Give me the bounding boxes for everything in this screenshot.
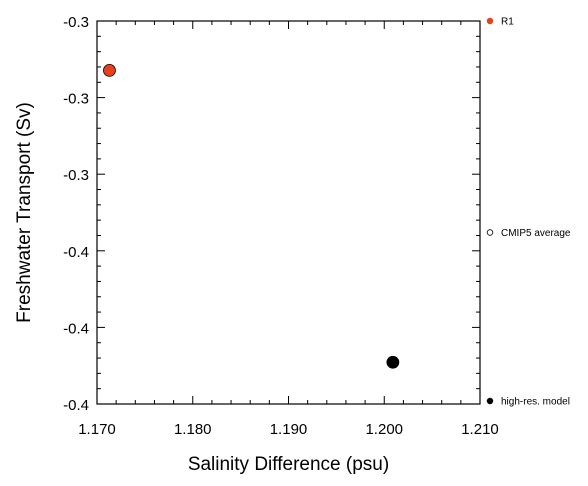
y-axis-label: Freshwater Transport (Sv) [14,102,35,323]
data-points [103,64,400,369]
plot-frame [96,20,481,405]
legend-marker [486,229,494,236]
y-tick-label: -0.4 [63,320,89,337]
legend-marker [486,17,494,25]
y-tick-label: -0.4 [63,244,89,261]
legend-label: R1 [501,17,514,28]
y-axis-ticks: -0.3 -0.3 -0.3 -0.4 -0.4 -0.4 [63,14,480,414]
x-tick-label: 1.200 [365,421,403,438]
y-tick-label: -0.3 [63,91,89,108]
x-axis-label: Salinity Difference (psu) [188,454,389,475]
y-tick-label: -0.3 [63,167,89,184]
x-tick-label: 1.190 [270,421,308,438]
y-tick-label: -0.3 [63,14,89,31]
x-axis-ticks: 1.170 1.180 1.190 1.200 1.210 [78,21,499,438]
x-tick-label: 1.180 [174,421,212,438]
legend: R1 CMIP5 average high-res. model [486,17,571,408]
legend-marker [486,397,494,405]
legend-label: high-res. model [501,397,570,408]
legend-label: CMIP5 average [501,228,571,239]
x-tick-label: 1.170 [78,421,116,438]
data-point [386,355,400,369]
x-tick-label: 1.210 [461,421,499,438]
data-point [103,64,116,77]
y-tick-label: -0.4 [63,397,89,414]
